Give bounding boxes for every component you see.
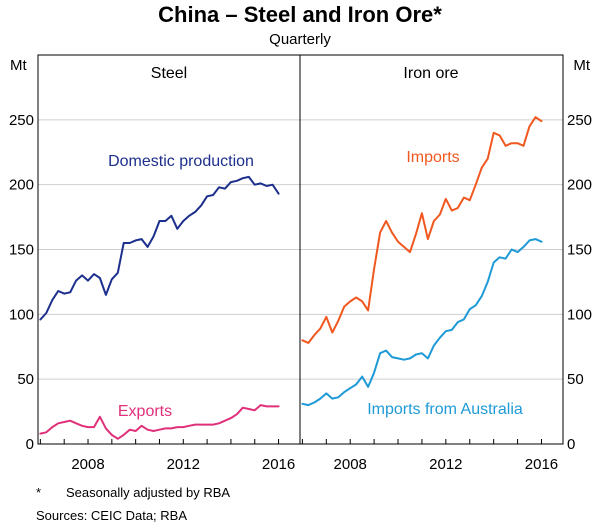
chart-title: China – Steel and Iron Ore*: [158, 2, 442, 27]
x-tick-p1-2008: 2008: [334, 456, 367, 473]
x-tick-p1-2016: 2016: [525, 456, 558, 473]
y-tick-right-100: 100: [567, 306, 592, 323]
footnote-sources: Sources: CEIC Data; RBA: [36, 508, 187, 523]
y-tick-right-0: 0: [567, 436, 575, 453]
y-axis-unit-left: Mt: [10, 57, 27, 74]
footnote-note: Seasonally adjusted by RBA: [66, 485, 230, 500]
panel-title-steel: Steel: [151, 65, 187, 82]
y-tick-left-250: 250: [9, 112, 34, 129]
y-tick-left-200: 200: [9, 177, 34, 194]
x-tick-p0-2016: 2016: [262, 456, 295, 473]
y-tick-left-150: 150: [9, 242, 34, 259]
x-tick-p1-2012: 2012: [429, 456, 462, 473]
y-tick-left-100: 100: [9, 306, 34, 323]
series-line-domestic-production: [39, 175, 280, 321]
y-tick-left-50: 50: [17, 371, 34, 388]
y-tick-left-0: 0: [26, 436, 34, 453]
x-tick-p0-2008: 2008: [71, 456, 104, 473]
label-exports: Exports: [118, 403, 172, 420]
series-line-imports-from-australia: [301, 238, 543, 407]
label-domestic-production: Domestic production: [108, 153, 254, 170]
y-tick-right-150: 150: [567, 242, 592, 259]
y-tick-right-50: 50: [567, 371, 584, 388]
x-tick-p0-2012: 2012: [167, 456, 200, 473]
series-line-exports: [39, 404, 280, 440]
y-axis-unit-right: Mt: [573, 57, 590, 74]
y-tick-right-250: 250: [567, 112, 592, 129]
footnote-marker: *: [36, 485, 41, 500]
series-line-imports: [301, 116, 543, 344]
panel-title-iron-ore: Iron ore: [403, 65, 458, 82]
label-imports-from-australia: Imports from Australia: [367, 401, 523, 418]
label-imports: Imports: [406, 149, 459, 166]
chart-subtitle: Quarterly: [269, 31, 331, 48]
y-tick-right-200: 200: [567, 177, 592, 194]
